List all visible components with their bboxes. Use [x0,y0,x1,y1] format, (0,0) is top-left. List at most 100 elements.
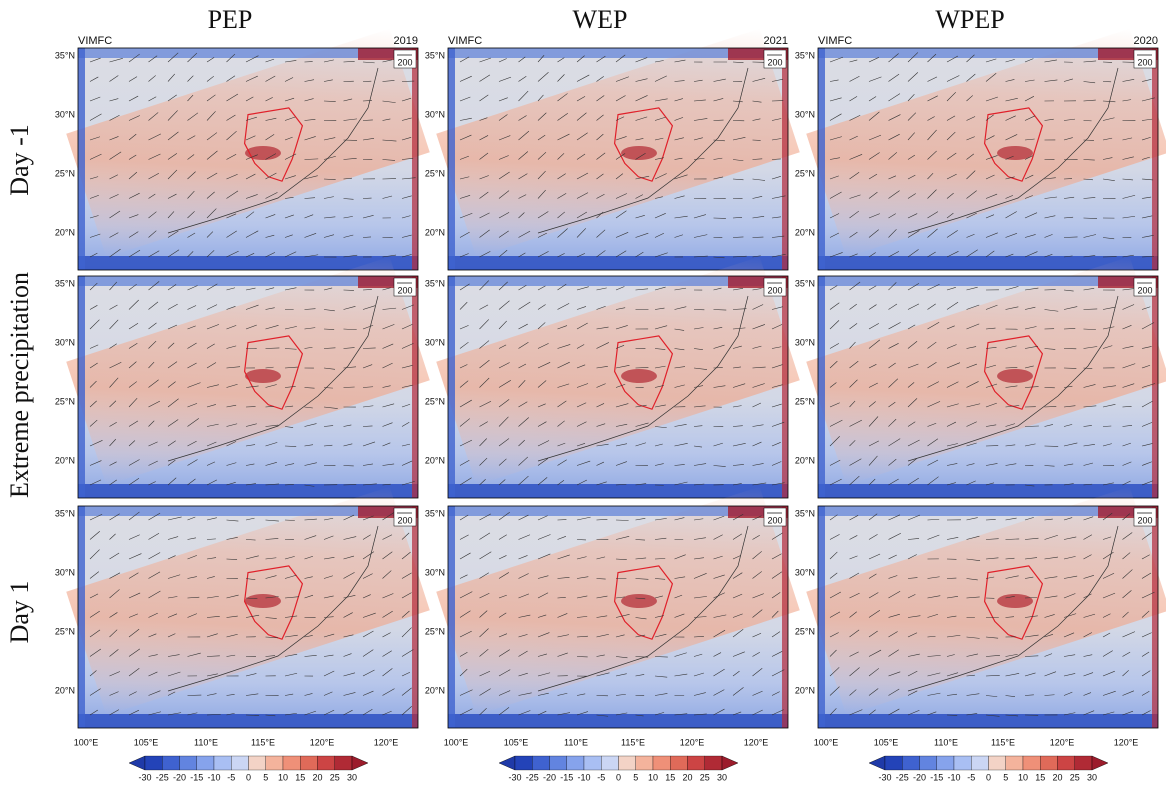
wind-arrow [635,714,644,717]
lat-label: 30°N [425,337,445,347]
wind-arrow [382,442,391,447]
wind-arrow [89,571,100,579]
colorbar-segment [248,755,266,771]
wind-arrow [459,668,468,677]
wind-arrow [576,364,586,369]
edge-bottom [818,484,1158,498]
wind-arrow [907,193,916,199]
wind-arrow [206,557,217,560]
wind-arrow [713,139,725,142]
wind-arrow [537,403,546,408]
wind-arrow [459,399,472,408]
wind-arrow [109,377,119,388]
wind-arrow [89,252,98,258]
wind-arrow [693,616,707,618]
lat-label: 35°N [795,508,815,518]
wind-arrow [752,534,760,540]
wind-arrow [829,632,839,638]
wind-arrow [109,57,123,63]
wind-arrow [829,302,840,310]
wind-arrow [966,381,979,388]
wind-arrow [1044,309,1059,312]
edge-left [818,48,825,270]
wind-arrow [323,79,333,82]
wind-arrow [927,381,939,388]
wind-arrow [596,326,609,330]
wind-arrow [1141,461,1152,466]
wind-arrow [771,306,783,310]
wind-arrow [635,153,646,160]
lon-label: 100°E [444,737,469,747]
wind-arrow [907,554,917,560]
wind-arrow [1005,59,1015,63]
wind-arrow [596,366,608,369]
wind-arrow [245,75,258,82]
wind-arrow [635,367,649,369]
wind-arrow [245,385,259,388]
wind-arrow [752,402,762,408]
colorbar-tick: 0 [246,772,251,782]
lat-label: 30°N [55,337,75,347]
wind-arrow [167,671,181,677]
wind-arrow [615,403,629,408]
wind-arrow [946,75,960,82]
wind-arrow [128,477,140,486]
wind-arrow [284,197,294,199]
wind-arrow [693,518,704,521]
wind-arrow [128,95,139,102]
wind-arrow [89,215,99,219]
wind-arrow [109,709,120,716]
wind-arrow [1063,556,1076,560]
wind-arrow [1044,534,1058,540]
wind-arrow [557,692,568,696]
wind-arrow [888,418,897,427]
wind-arrow [498,97,508,102]
wind-arrow [654,60,664,63]
wind-arrow [927,576,940,579]
column-title: PEP [208,5,253,34]
wind-arrow [596,633,609,638]
colorbar-segment [1074,755,1093,771]
wind-arrow [109,174,119,180]
wind-arrow [849,535,858,540]
wind-arrow [343,514,355,521]
wind-arrow [226,153,237,160]
wind-arrow [674,157,683,160]
wind-arrow [868,134,882,141]
wind-arrow [362,61,375,64]
wind-arrow [265,192,278,199]
lat-label: 30°N [55,567,75,577]
wind-arrow [518,130,530,141]
wind-arrow [752,668,763,677]
wind-arrow [1024,115,1036,121]
wind-arrow [557,57,565,63]
wind-arrow [382,512,395,521]
wind-arrow [907,363,919,369]
wind-arrow [109,281,118,291]
wind-arrow [927,116,935,121]
wind-arrow [401,627,412,638]
wind-arrow [985,538,999,540]
wind-arrow [167,381,176,388]
wind-arrow [167,459,176,466]
wind-arrow [654,365,666,369]
wind-arrow [1141,480,1154,486]
wind-arrow [985,695,998,697]
wind-arrow [343,177,353,180]
edge-bottom [448,256,788,270]
wind-arrow [888,175,897,180]
wind-arrow [89,688,101,696]
wind-arrow [323,328,335,330]
colorbar-segment [144,755,163,771]
wind-arrow [576,153,586,160]
wind-arrow [732,613,743,618]
wind-arrow [89,233,101,238]
wind-arrow [907,514,921,521]
wind-arrow [401,421,410,427]
colorbar-tick: 30 [347,772,357,782]
wind-arrow [187,459,198,466]
wind-arrow [148,379,159,388]
wind-arrow [752,178,765,181]
wind-arrow [167,361,178,369]
